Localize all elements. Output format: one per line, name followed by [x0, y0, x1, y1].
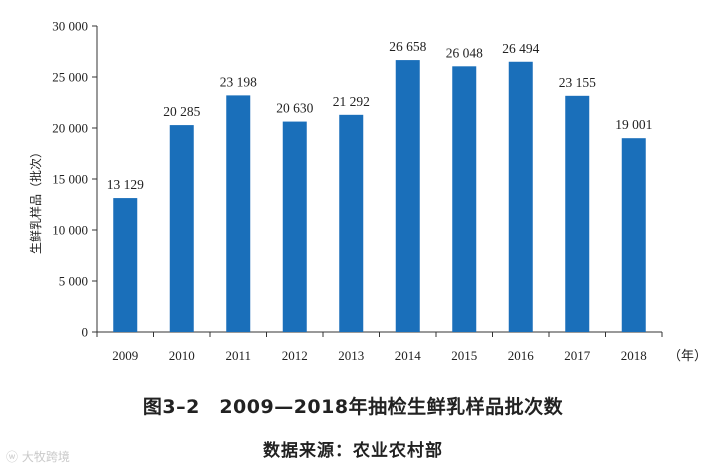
data-label: 20 285 — [163, 104, 200, 119]
y-tick-label: 10 000 — [52, 223, 88, 238]
x-tick-label: 2015 — [451, 348, 477, 363]
data-label: 23 155 — [559, 75, 596, 90]
x-tick-label: 2012 — [282, 348, 308, 363]
x-axis: 2009 2010 2011 2012 2013 2014 2015 2016 2017 2018 — [96, 331, 663, 363]
y-tick-label: 25 000 — [52, 70, 88, 85]
figure-title: 图3–2 2009—2018年抽检生鲜乳样品批次数 — [142, 396, 564, 418]
x-tick-label: 2013 — [338, 348, 364, 363]
bar — [226, 95, 251, 332]
x-tick-label: 2011 — [225, 348, 251, 363]
y-axis: 0 5 000 10 000 15 000 20 000 25 000 30 000 — [52, 19, 98, 340]
watermark: ⓦ 大牧跨境 — [6, 450, 70, 464]
y-tick-label: 20 000 — [52, 121, 88, 136]
x-tick-label: 2017 — [564, 348, 591, 363]
x-tick-label: 2016 — [508, 348, 535, 363]
data-label: 19 001 — [615, 117, 652, 132]
data-label: 26 048 — [446, 45, 483, 60]
bar — [113, 198, 138, 332]
data-label: 26 494 — [502, 41, 539, 56]
x-tick-label: 2018 — [621, 348, 647, 363]
y-axis-label: 生鲜乳样品（批次） — [28, 146, 43, 254]
x-axis-unit: （年） — [668, 348, 706, 363]
bar — [395, 60, 420, 332]
data-label: 21 292 — [333, 94, 370, 109]
bar — [169, 125, 194, 332]
data-label: 20 630 — [276, 101, 313, 116]
figure-source: 数据来源：农业农村部 — [263, 441, 443, 461]
bar — [565, 95, 590, 332]
y-tick-label: 5 000 — [59, 274, 88, 289]
bars — [113, 60, 646, 333]
data-labels: 13 129 20 285 23 198 20 630 21 292 26 658 26 0… — [107, 39, 653, 192]
bar — [339, 114, 364, 333]
bar — [282, 121, 307, 332]
data-label: 23 198 — [220, 74, 257, 89]
data-label: 26 658 — [389, 39, 426, 54]
x-tick-label: 2014 — [395, 348, 422, 363]
bar — [621, 138, 646, 332]
bar — [452, 66, 477, 333]
y-tick-label: 15 000 — [52, 172, 88, 187]
x-tick-label: 2010 — [169, 348, 195, 363]
bar — [508, 61, 533, 332]
y-tick-label: 30 000 — [52, 19, 88, 34]
data-label: 13 129 — [107, 177, 144, 192]
bar-chart: 0 5 000 10 000 15 000 20 000 25 000 30 000 200… — [28, 19, 706, 364]
y-tick-label: 0 — [82, 325, 89, 340]
x-tick-label: 2009 — [112, 348, 138, 363]
